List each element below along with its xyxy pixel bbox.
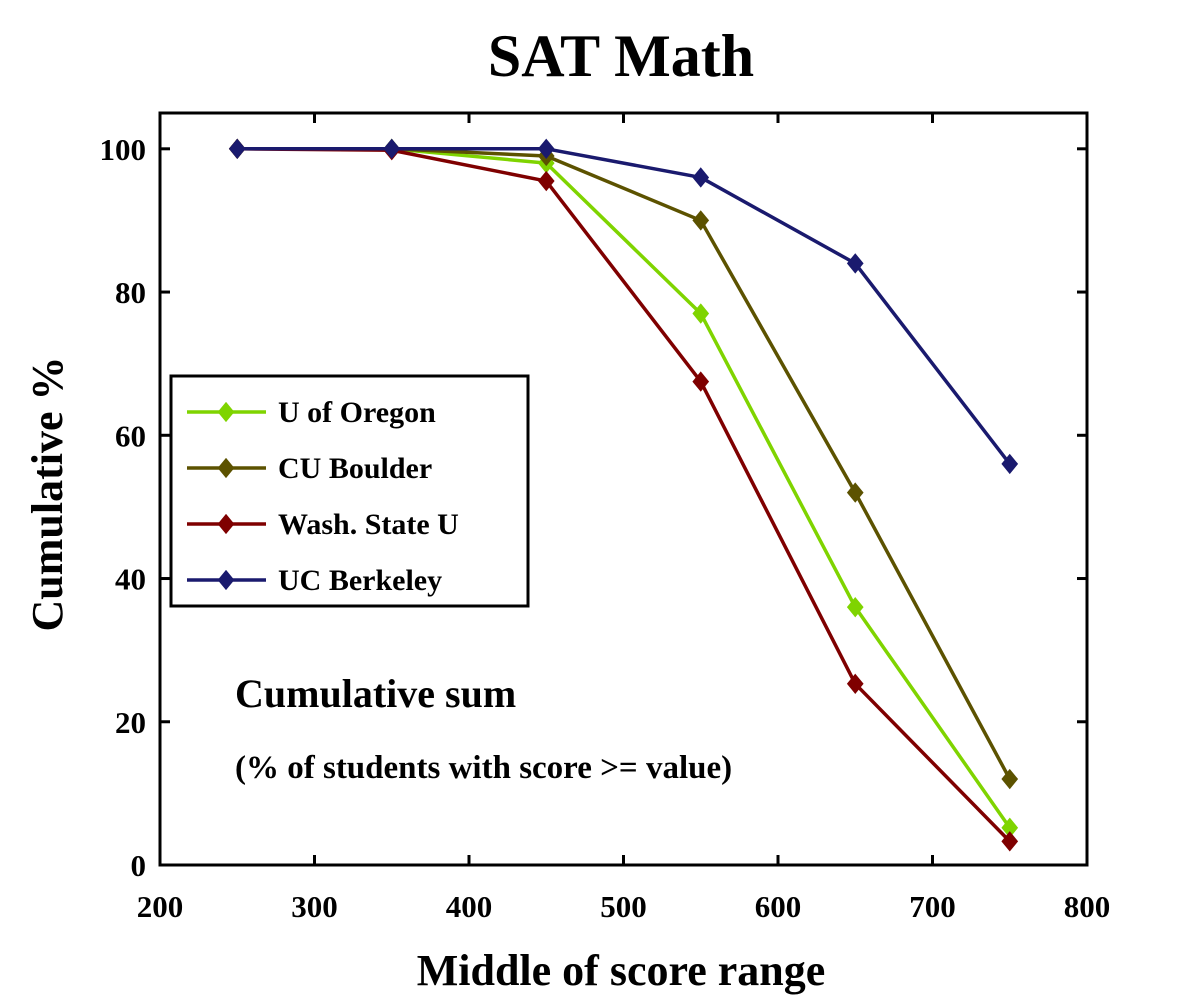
data-point-marker — [383, 138, 401, 159]
legend-label: CU Boulder — [278, 452, 432, 485]
x-tick-label: 400 — [446, 889, 493, 924]
data-point-marker — [846, 253, 864, 274]
legend-label: UC Berkeley — [278, 564, 442, 597]
data-point-marker — [1001, 768, 1019, 790]
y-tick-label: 0 — [131, 848, 147, 883]
data-point-marker — [537, 138, 555, 159]
x-tick-label: 700 — [909, 889, 956, 924]
y-tick-label: 40 — [115, 562, 146, 597]
data-point-marker — [228, 138, 246, 159]
chart-title: SAT Math — [488, 23, 754, 89]
legend-item: CU Boulder — [187, 452, 432, 485]
x-tick-label: 500 — [600, 889, 647, 924]
x-tick-label: 800 — [1064, 889, 1111, 924]
annotation-description: (% of students with score >= value) — [235, 750, 732, 786]
y-tick-label: 20 — [115, 705, 146, 740]
legend-item: UC Berkeley — [187, 564, 442, 597]
series-line — [237, 147, 1012, 466]
legend-item: Wash. State U — [187, 508, 459, 541]
series-lines — [228, 138, 1019, 852]
x-tick-label: 300 — [291, 889, 338, 924]
axis-ticks — [158, 113, 1089, 867]
legend-marker — [217, 569, 235, 591]
series-3 — [228, 138, 1019, 475]
tick-labels: 200 300 400 500 600 700 800 0 20 40 60 80 100 — [100, 132, 1111, 924]
legend-item: U of Oregon — [187, 396, 436, 429]
data-point-marker — [537, 170, 555, 192]
data-point-marker — [1001, 453, 1019, 475]
legend-marker — [217, 401, 235, 423]
data-point-marker — [1001, 831, 1019, 852]
data-point-marker — [692, 371, 710, 392]
legend: U of Oregon CU Boulder Wash. State U UC Ber… — [169, 374, 530, 608]
legend-label: U of Oregon — [278, 396, 436, 429]
legend-label: Wash. State U — [278, 508, 459, 541]
legend-marker — [217, 457, 235, 479]
data-point-marker — [846, 596, 864, 618]
y-tick-label: 60 — [115, 418, 146, 453]
legend-marker — [217, 513, 235, 535]
data-point-marker — [846, 673, 864, 694]
x-tick-label: 600 — [755, 889, 802, 924]
data-point-marker — [692, 210, 710, 231]
y-tick-label: 100 — [100, 132, 147, 167]
x-axis-label: Middle of score range — [417, 946, 826, 995]
y-tick-label: 80 — [115, 275, 146, 310]
y-axis-label: Cumulative % — [23, 357, 72, 632]
x-tick-label: 200 — [137, 889, 184, 924]
data-point-marker — [846, 482, 864, 503]
data-point-marker — [692, 303, 710, 324]
annotation-cumulative-sum: Cumulative sum — [235, 671, 516, 716]
data-point-marker — [692, 167, 710, 188]
